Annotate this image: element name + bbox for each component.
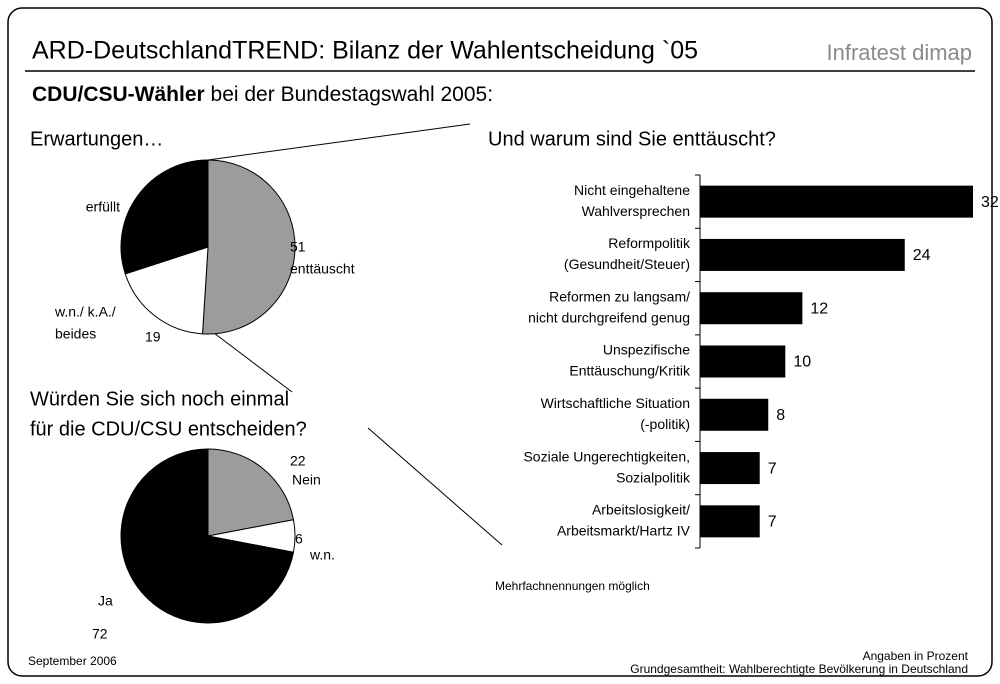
bar [700,505,760,538]
pie-slice [120,159,209,275]
slice-value-label: 6 [295,531,303,547]
bar-value-label: 7 [768,514,777,531]
slice-label: w.n./ k.A./ [54,304,116,320]
slice-value-label: 22 [290,453,306,469]
slice-label: erfüllt [86,199,120,215]
subtitle-bold: CDU/CSU-Wähler [32,83,205,106]
chart-title: Und warum sind Sie enttäuscht? [488,128,776,150]
slice-value-label: 30 [149,177,165,193]
y-tick-label: Arbeitslosigkeit/ [592,502,690,518]
y-tick-label: Nicht eingehaltene [574,182,690,198]
y-tick-label: (Gesundheit/Steuer) [564,256,690,272]
footer-base: Grundgesamtheit: Wahlberechtigte Bevölke… [630,662,968,676]
title: ARD-DeutschlandTREND: Bilanz der Wahlent… [32,37,698,65]
slice-label: Nein [292,472,321,488]
bar-value-label: 32 [981,194,999,211]
bar-value-label: 7 [768,460,777,477]
slice-value-label: 51 [290,239,306,255]
bar [700,292,803,325]
y-tick-label: Sozialpolitik [616,469,691,485]
chart-title: Würden Sie sich noch einmal [30,388,289,410]
slice-label: enttäuscht [290,261,355,277]
bar [700,452,760,485]
slice-value-label: 19 [145,329,161,345]
connector [207,123,471,161]
bar [700,185,973,218]
y-tick-label: Reformen zu langsam/ [549,288,690,304]
pie-slice [120,448,295,624]
bar [700,345,786,378]
chart-title: für die CDU/CSU entscheiden? [30,418,307,440]
brand: Infratest dimap [826,40,972,65]
pie-slice [207,448,295,537]
y-tick-label: Enttäuschung/Kritik [569,363,691,379]
connector [213,332,293,393]
y-tick-label: Unspezifische [603,342,690,358]
y-tick-label: Wirtschaftliche Situation [541,395,690,411]
slice-label: w.n. [309,547,335,563]
chart-title: Erwartungen… [30,128,163,150]
connector [367,427,503,546]
bar [700,238,905,271]
pie-slice [202,159,296,335]
subtitle-rest: bei der Bundestagswahl 2005: [205,83,493,106]
bar-value-label: 24 [913,247,931,264]
bar-value-label: 10 [793,354,811,371]
y-tick-label: (-politik) [640,416,690,432]
y-tick-label: nicht durchgreifend genug [528,309,690,325]
slice-value-label: 72 [92,626,108,642]
bar-value-label: 12 [810,300,828,317]
slice-label: beides [55,326,96,342]
subtitle: CDU/CSU-Wähler bei der Bundestagswahl 20… [32,83,493,106]
slice-label: Ja [98,593,113,609]
pie-slice [124,246,209,335]
footer-date: September 2006 [28,654,117,668]
chart-note: Mehrfachnennungen möglich [495,579,650,593]
bar-value-label: 8 [776,407,785,424]
y-tick-label: Soziale Ungerechtigkeiten, [523,448,690,464]
y-tick-label: Reformpolitik [608,235,691,251]
bar [700,398,769,431]
y-tick-label: Arbeitsmarkt/Hartz IV [557,523,691,539]
footer-unit: Angaben in Prozent [863,649,969,663]
y-tick-label: Wahlversprechen [582,203,690,219]
